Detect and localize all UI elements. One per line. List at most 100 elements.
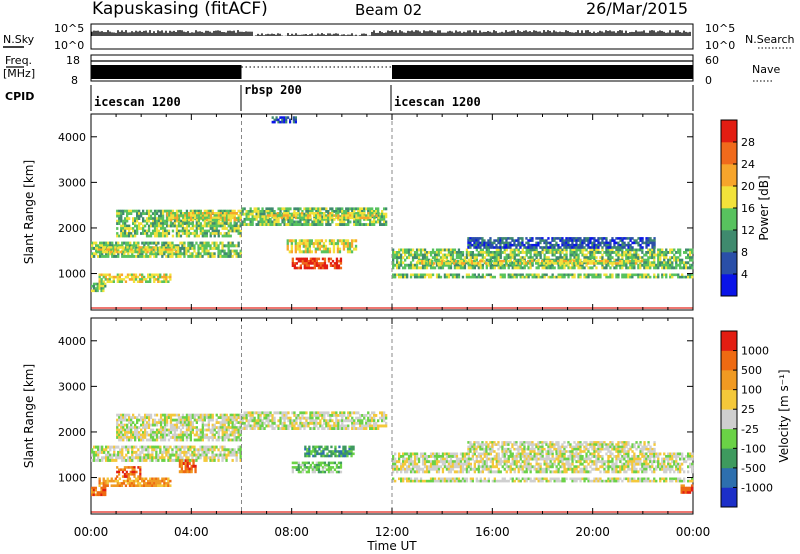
data-cell bbox=[249, 207, 252, 211]
data-cell bbox=[177, 416, 181, 419]
data-cell bbox=[162, 248, 165, 252]
data-cell bbox=[417, 266, 421, 270]
data-cell bbox=[621, 246, 624, 249]
data-cell bbox=[213, 453, 216, 457]
data-cell bbox=[289, 217, 292, 221]
data-cell bbox=[663, 251, 666, 254]
data-cell bbox=[691, 251, 694, 254]
data-cell bbox=[291, 212, 294, 216]
data-cell bbox=[141, 280, 144, 283]
data-cell bbox=[134, 273, 138, 277]
data-cell bbox=[161, 431, 165, 434]
data-cell bbox=[298, 247, 301, 251]
ytick-label: 3000 bbox=[58, 176, 86, 189]
data-cell bbox=[437, 263, 441, 267]
data-cell bbox=[529, 259, 532, 263]
data-cell bbox=[290, 247, 293, 251]
data-cell bbox=[285, 118, 288, 122]
data-cell bbox=[309, 207, 312, 211]
data-cell bbox=[635, 239, 638, 242]
data-cell bbox=[201, 246, 204, 250]
data-cell bbox=[135, 450, 138, 454]
data-cell bbox=[537, 275, 540, 279]
data-cell bbox=[553, 237, 556, 240]
data-cell bbox=[153, 275, 156, 279]
data-cell bbox=[114, 248, 117, 252]
data-cell bbox=[213, 227, 216, 230]
data-cell bbox=[307, 259, 310, 263]
data-cell bbox=[177, 254, 180, 258]
data-cell bbox=[265, 419, 268, 423]
data-cell bbox=[521, 266, 524, 270]
data-cell bbox=[605, 237, 608, 240]
data-cell bbox=[473, 259, 476, 263]
data-cell bbox=[120, 227, 123, 230]
data-cell bbox=[185, 428, 189, 432]
data-cell bbox=[233, 229, 236, 233]
data-cell bbox=[159, 445, 162, 449]
data-cell bbox=[183, 222, 187, 225]
data-cell bbox=[361, 210, 364, 213]
data-cell bbox=[449, 251, 453, 254]
data-cell bbox=[146, 250, 149, 254]
data-cell bbox=[231, 423, 234, 427]
data-cell bbox=[219, 428, 222, 432]
data-cell bbox=[585, 275, 588, 279]
data-cell bbox=[159, 431, 163, 434]
data-cell bbox=[671, 266, 674, 270]
data-cell bbox=[293, 220, 296, 224]
data-cell bbox=[323, 214, 326, 217]
data-cell bbox=[147, 453, 150, 457]
data-cell bbox=[345, 217, 348, 221]
data-cell bbox=[149, 252, 152, 256]
data-cell bbox=[271, 421, 274, 425]
data-cell bbox=[138, 246, 141, 249]
data-cell bbox=[138, 273, 142, 277]
data-cell bbox=[687, 266, 690, 270]
data-cell bbox=[145, 423, 149, 427]
data-cell bbox=[625, 243, 628, 247]
data-cell bbox=[283, 217, 286, 221]
data-cell bbox=[171, 450, 174, 454]
data-cell bbox=[411, 253, 415, 257]
data-cell bbox=[353, 215, 356, 219]
data-cell bbox=[547, 246, 550, 249]
data-cell bbox=[613, 239, 616, 242]
data-cell bbox=[369, 210, 372, 213]
data-cell bbox=[163, 456, 166, 460]
data-cell bbox=[124, 217, 127, 220]
data-cell bbox=[227, 212, 230, 215]
data-cell bbox=[207, 426, 210, 429]
data-cell bbox=[163, 244, 166, 248]
data-cell bbox=[227, 453, 230, 457]
data-cell bbox=[633, 261, 636, 265]
data-cell bbox=[294, 216, 298, 220]
data-cell bbox=[359, 216, 362, 220]
data-cell bbox=[308, 244, 311, 248]
data-cell bbox=[615, 266, 618, 270]
data-cell bbox=[293, 210, 296, 213]
data-cell bbox=[477, 237, 480, 240]
data-cell bbox=[612, 262, 616, 265]
data-cell bbox=[302, 239, 305, 243]
data-cell bbox=[324, 244, 328, 248]
data-cell bbox=[98, 275, 101, 279]
data-cell bbox=[215, 241, 218, 245]
data-cell bbox=[183, 246, 186, 250]
data-cell bbox=[527, 256, 530, 260]
data-cell bbox=[647, 243, 650, 247]
data-cell bbox=[417, 273, 421, 277]
data-cell bbox=[166, 214, 169, 217]
data-cell bbox=[215, 438, 218, 442]
data-cell bbox=[398, 253, 401, 257]
data-cell bbox=[257, 212, 260, 216]
data-cell bbox=[404, 258, 407, 262]
data-cell bbox=[347, 217, 350, 221]
data-cell bbox=[157, 209, 161, 213]
data-cell bbox=[447, 263, 451, 267]
data-cell bbox=[177, 426, 181, 429]
data-cell bbox=[587, 275, 590, 279]
data-cell bbox=[207, 448, 210, 452]
data-cell bbox=[595, 256, 598, 260]
data-cell bbox=[613, 258, 616, 262]
